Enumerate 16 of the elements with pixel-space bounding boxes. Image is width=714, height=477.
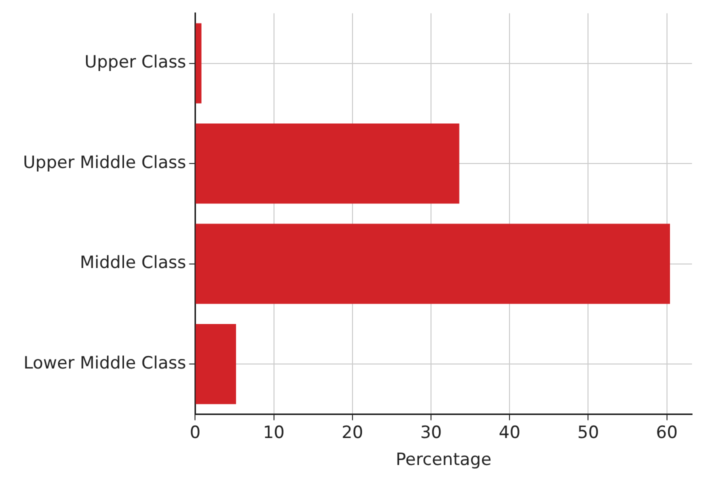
bar: [196, 123, 460, 204]
y-tick-label: Upper Class: [84, 52, 186, 73]
x-tick-label: 0: [190, 422, 201, 443]
x-tick-label: 30: [420, 422, 442, 443]
x-tick-label: 60: [656, 422, 678, 443]
x-tick-label: 20: [342, 422, 364, 443]
x-axis-title: Percentage: [396, 450, 492, 470]
bar: [196, 324, 236, 404]
bar: [196, 23, 202, 104]
x-tick-label: 50: [577, 422, 600, 443]
y-tick-label: Lower Middle Class: [24, 353, 186, 374]
y-tick-label: Middle Class: [80, 253, 186, 274]
x-tick-label: 10: [262, 422, 285, 443]
x-tick-label: 40: [498, 422, 520, 443]
y-tick-label: Upper Middle Class: [22, 152, 186, 173]
bar: [196, 224, 670, 304]
